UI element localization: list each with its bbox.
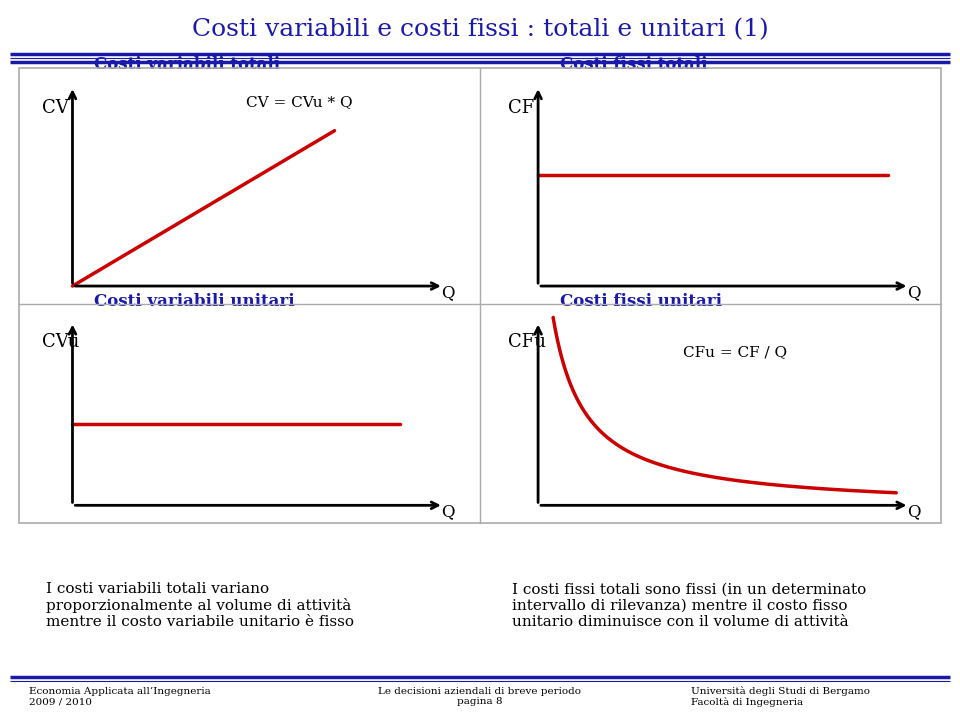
Text: Università degli Studi di Bergamo
Facoltà di Ingegneria: Università degli Studi di Bergamo Facolt… bbox=[691, 686, 870, 707]
Text: CV = CVu * Q: CV = CVu * Q bbox=[247, 95, 353, 109]
Text: Q: Q bbox=[442, 503, 455, 520]
Text: Economia Applicata all’Ingegneria
2009 / 2010: Economia Applicata all’Ingegneria 2009 /… bbox=[29, 687, 210, 707]
Text: CFu: CFu bbox=[508, 333, 545, 351]
Text: Costi variabili e costi fissi : totali e unitari (1): Costi variabili e costi fissi : totali e… bbox=[192, 18, 768, 41]
Text: Le decisioni aziendali di breve periodo
pagina 8: Le decisioni aziendali di breve periodo … bbox=[378, 687, 582, 707]
Text: Costi fissi unitari: Costi fissi unitari bbox=[560, 293, 722, 310]
Text: Q: Q bbox=[907, 503, 921, 520]
Text: CFu = CF / Q: CFu = CF / Q bbox=[683, 345, 786, 359]
Text: Costi variabili totali: Costi variabili totali bbox=[94, 56, 280, 72]
Text: Q: Q bbox=[907, 284, 921, 301]
Text: I costi fissi totali sono fissi (in un determinato
intervallo di rilevanza) ment: I costi fissi totali sono fissi (in un d… bbox=[512, 582, 866, 629]
Text: CV: CV bbox=[42, 100, 69, 117]
Text: Q: Q bbox=[442, 284, 455, 301]
Text: I costi variabili totali variano
proporzionalmente al volume di attività
mentre : I costi variabili totali variano proporz… bbox=[46, 581, 354, 629]
Text: CVu: CVu bbox=[42, 333, 80, 351]
Text: Costi fissi totali: Costi fissi totali bbox=[560, 56, 708, 72]
Text: Costi variabili unitari: Costi variabili unitari bbox=[94, 293, 295, 310]
Text: CF: CF bbox=[508, 100, 534, 117]
